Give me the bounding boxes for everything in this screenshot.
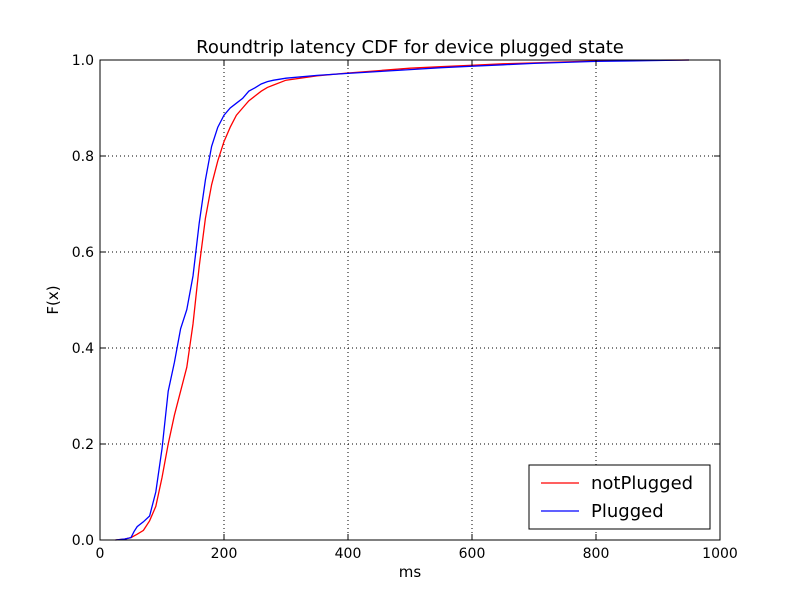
x-tick-label: 400: [335, 546, 362, 562]
grid: [100, 60, 720, 540]
y-tick-label: 0.4: [72, 341, 94, 357]
y-tick-label: 0.0: [72, 533, 94, 549]
series-lines: [115, 59, 690, 541]
y-tick-label: 0.6: [72, 245, 94, 261]
x-tick-label: 0: [96, 546, 105, 562]
x-axis-label: ms: [399, 563, 422, 581]
legend-label-notplugged: notPlugged: [591, 473, 693, 494]
x-tick-label: 600: [459, 546, 486, 562]
y-axis-label: F(x): [44, 285, 62, 314]
y-tick-label: 1.0: [72, 53, 94, 69]
y-tick-label: 0.2: [72, 437, 94, 453]
series-line-plugged: [115, 59, 690, 541]
legend: notPlugged Plugged: [528, 464, 711, 530]
x-tick-label: 1000: [702, 546, 738, 562]
legend-box: [528, 464, 711, 530]
x-tick-label: 800: [583, 546, 610, 562]
x-tick-label: 200: [211, 546, 238, 562]
chart-title: Roundtrip latency CDF for device plugged…: [196, 37, 624, 58]
plot-frame: [99, 59, 721, 541]
y-tick-label: 0.8: [72, 149, 94, 165]
series-line-notplugged: [115, 59, 690, 541]
legend-label-plugged: Plugged: [591, 501, 664, 522]
axis-ticks: 0 200 400 600 800 1000 0.0 0.2 0.4 0.6 0.8 1.0: [72, 53, 738, 562]
